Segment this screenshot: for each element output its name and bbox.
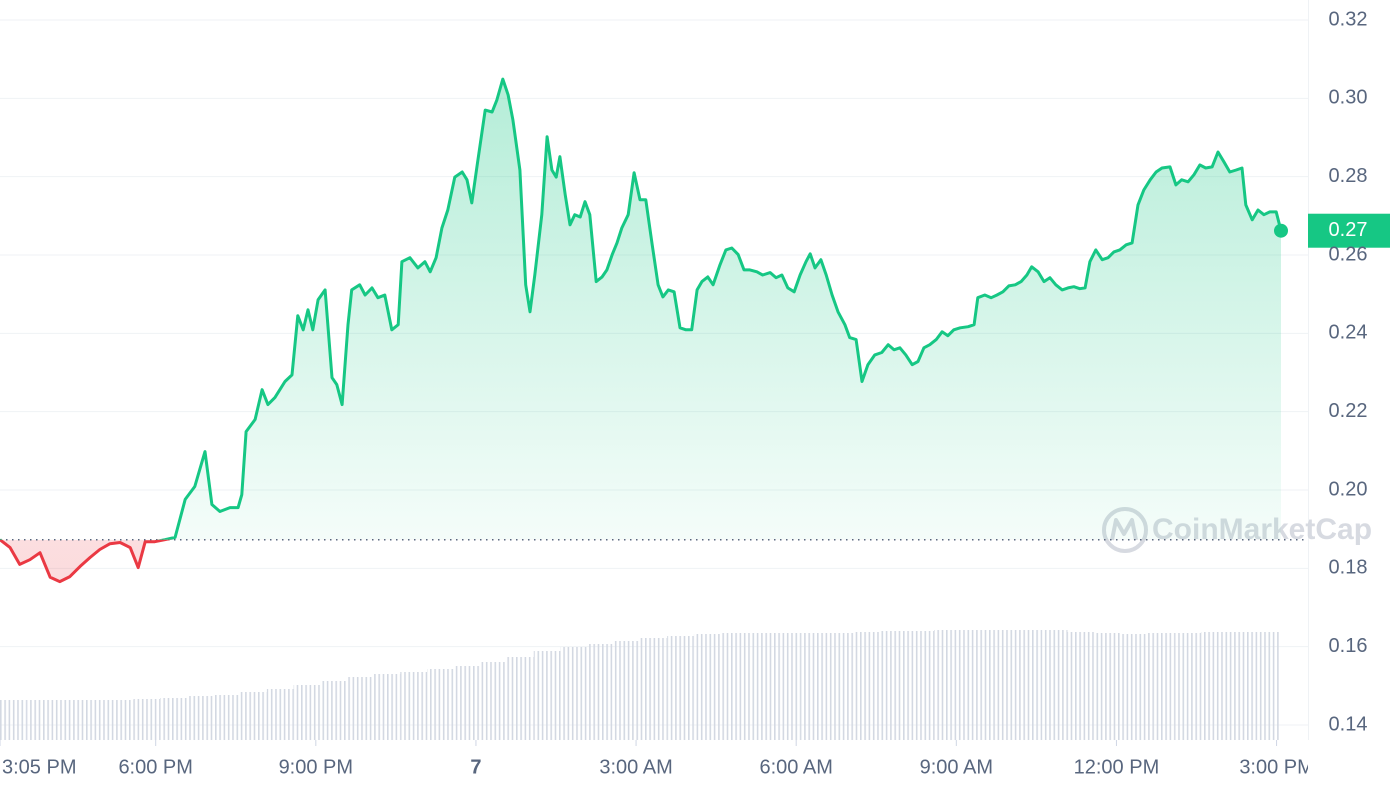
volume-bar	[26, 700, 54, 740]
x-tick-label: 3:00 PM	[1239, 756, 1313, 778]
y-tick-label: 0.24	[1329, 322, 1368, 344]
y-tick-label: 0.14	[1329, 713, 1368, 735]
y-tick-label: 0.30	[1329, 87, 1368, 109]
plot: 0.27	[0, 77, 1390, 584]
x-tick-label: 6:00 AM	[759, 756, 832, 778]
volume-bar	[773, 633, 801, 740]
volume-bar	[427, 669, 454, 740]
volume-bar	[960, 630, 988, 740]
volume-bar	[613, 641, 641, 740]
volume-bar	[560, 647, 588, 740]
volume-bar	[160, 698, 187, 740]
volume-bar	[1174, 633, 1201, 740]
volume-bar	[1120, 634, 1148, 740]
volume-bar	[720, 633, 748, 740]
last-price-dot	[1274, 223, 1288, 238]
volume-bar	[934, 630, 961, 740]
volume-bar	[507, 657, 534, 740]
volume-bar	[320, 681, 347, 740]
volume-bar	[693, 634, 721, 740]
volume-bar	[1067, 632, 1095, 740]
volume-bar	[1227, 632, 1255, 740]
volume-bar	[1254, 632, 1281, 740]
y-tick-label: 0.26	[1329, 243, 1368, 265]
volume-bar	[53, 700, 81, 740]
volume-bar	[133, 699, 161, 740]
x-tick-label: 7	[470, 756, 481, 778]
volume-bar	[907, 631, 935, 740]
x-tick-label: 3:05 PM	[2, 756, 76, 778]
x-tick-label: 9:00 PM	[279, 756, 353, 778]
y-tick-label: 0.32	[1329, 8, 1368, 30]
x-tick-label: 9:00 AM	[920, 756, 993, 778]
volume-bar	[240, 692, 267, 740]
volume-bar	[1040, 630, 1068, 740]
volume-bar	[346, 677, 374, 740]
y-tick-label: 0.22	[1329, 400, 1368, 422]
y-tick-label: 0.18	[1329, 557, 1368, 579]
volume-bar	[453, 666, 481, 740]
volume-bar	[373, 674, 401, 740]
area-down	[0, 539, 1281, 582]
x-tick-label: 6:00 PM	[118, 756, 192, 778]
volume-bar	[1094, 633, 1121, 740]
volume-bar	[800, 633, 828, 740]
volume-bar	[667, 636, 694, 740]
volume-bar	[80, 700, 107, 740]
volume-bar	[266, 689, 294, 740]
y-axis: 0.14 0.16 0.18 0.20 0.22 0.24 0.26 0.28 0.30 0.32	[1329, 8, 1368, 735]
x-axis: 3:05 PM 6:00 PM 9:00 PM 7 3:00 AM 6:00 AM 9:00…	[0, 740, 1313, 778]
volume-bar	[0, 700, 27, 740]
volume-bar	[640, 638, 668, 740]
volume-bar	[400, 672, 427, 740]
volume-bar	[186, 696, 214, 740]
volume-bar	[293, 685, 321, 740]
volume-bar	[827, 633, 854, 740]
y-tick-label: 0.28	[1329, 165, 1368, 187]
volume-bar	[480, 662, 508, 740]
last-price-tag	[1308, 213, 1390, 248]
y-tick-label: 0.20	[1329, 478, 1368, 500]
volume-bar	[880, 631, 908, 740]
volume-bar	[213, 695, 241, 740]
volume-bar	[987, 630, 1015, 740]
volume-bar	[854, 632, 881, 740]
y-tick-label: 0.16	[1329, 635, 1368, 657]
area-up	[0, 79, 1281, 540]
price-line-up	[0, 77, 1283, 540]
volume-bar	[747, 633, 774, 740]
volume-bar	[587, 644, 614, 740]
last-price-label: 0.27	[1329, 219, 1368, 241]
volume-bar	[1014, 630, 1041, 740]
volume-bar	[1200, 632, 1228, 740]
x-tick-label: 3:00 AM	[599, 756, 672, 778]
volume-bars	[0, 630, 1281, 740]
volume-bar	[533, 651, 561, 740]
volume-bar	[1147, 633, 1175, 740]
x-tick-label: 12:00 PM	[1074, 756, 1160, 778]
volume-bar	[106, 700, 134, 740]
